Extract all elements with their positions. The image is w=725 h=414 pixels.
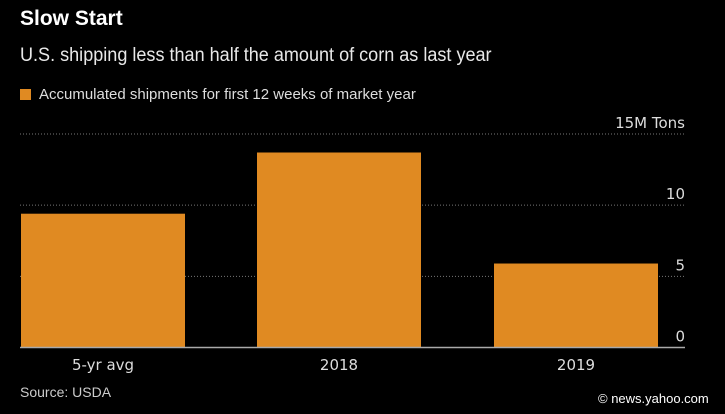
bar-5-yr-avg bbox=[21, 213, 185, 348]
legend: Accumulated shipments for first 12 weeks… bbox=[20, 86, 416, 103]
legend-swatch bbox=[20, 89, 31, 100]
y-tick-label: 0 bbox=[675, 328, 685, 346]
y-tick-label: 15M Tons bbox=[615, 114, 685, 132]
chart-title: Slow Start bbox=[20, 7, 123, 30]
source-note: Source: USDA bbox=[20, 384, 112, 400]
bar-2019 bbox=[494, 263, 658, 348]
y-tick-label: 5 bbox=[675, 256, 685, 274]
y-tick-label: 10 bbox=[666, 185, 685, 203]
bar-2018 bbox=[257, 152, 421, 348]
x-tick-label: 2018 bbox=[320, 356, 358, 374]
legend-label: Accumulated shipments for first 12 weeks… bbox=[39, 86, 416, 103]
watermark: © news.yahoo.com bbox=[598, 391, 709, 406]
x-tick-label: 2019 bbox=[557, 356, 595, 374]
chart-subtitle: U.S. shipping less than half the amount … bbox=[20, 45, 492, 66]
x-tick-label: 5-yr avg bbox=[72, 356, 134, 374]
